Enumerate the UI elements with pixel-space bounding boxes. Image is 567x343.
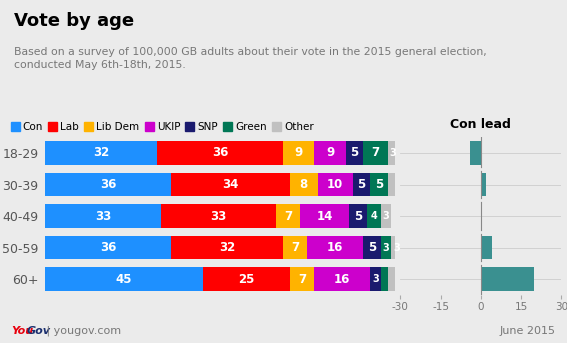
Bar	[160, 204, 276, 228]
Bar	[380, 204, 391, 228]
Bar	[380, 236, 391, 259]
Bar	[481, 268, 535, 291]
Text: 14: 14	[316, 210, 333, 223]
Text: 5: 5	[375, 178, 383, 191]
Text: 32: 32	[93, 146, 109, 159]
Bar	[370, 268, 380, 291]
Text: 3: 3	[383, 243, 390, 253]
Bar	[45, 236, 171, 259]
Text: 5: 5	[357, 178, 366, 191]
Text: 36: 36	[212, 146, 228, 159]
Text: 5: 5	[354, 210, 362, 223]
Bar	[290, 173, 318, 196]
Text: 45: 45	[116, 273, 132, 286]
Text: 33: 33	[95, 210, 111, 223]
Bar	[363, 236, 380, 259]
Text: | yougov.com: | yougov.com	[43, 326, 121, 336]
Bar	[314, 141, 346, 165]
Bar	[290, 268, 314, 291]
Text: 3: 3	[393, 243, 400, 253]
Bar	[363, 141, 388, 165]
Text: You: You	[11, 326, 33, 336]
Text: Gov: Gov	[27, 326, 50, 336]
Bar	[370, 173, 388, 196]
Text: 25: 25	[238, 273, 255, 286]
Text: 3: 3	[372, 274, 379, 284]
Text: 4: 4	[370, 211, 377, 221]
Text: 33: 33	[210, 210, 226, 223]
Bar	[349, 204, 367, 228]
Text: 16: 16	[334, 273, 350, 286]
Text: Con lead: Con lead	[450, 118, 511, 131]
Text: 8: 8	[300, 178, 308, 191]
Text: 36: 36	[100, 241, 116, 254]
Text: 10: 10	[327, 178, 344, 191]
Bar	[470, 141, 481, 165]
Text: Based on a survey of 100,000 GB adults about their vote in the 2015 general elec: Based on a survey of 100,000 GB adults a…	[14, 47, 486, 70]
Bar	[481, 236, 492, 259]
Bar	[388, 173, 395, 196]
Bar	[346, 141, 363, 165]
Bar	[171, 173, 290, 196]
Bar	[283, 236, 307, 259]
Text: June 2015: June 2015	[500, 326, 556, 336]
Legend: Con, Lab, Lib Dem, UKIP, SNP, Green, Other: Con, Lab, Lib Dem, UKIP, SNP, Green, Oth…	[11, 122, 314, 132]
Bar	[388, 268, 395, 291]
Text: 9: 9	[326, 146, 334, 159]
Bar	[391, 236, 401, 259]
Text: 7: 7	[284, 210, 292, 223]
Text: Vote by age: Vote by age	[14, 12, 134, 29]
Text: 34: 34	[222, 178, 239, 191]
Text: 32: 32	[219, 241, 235, 254]
Bar	[353, 173, 370, 196]
Bar	[45, 141, 157, 165]
Bar	[157, 141, 283, 165]
Text: 3: 3	[383, 211, 390, 221]
Bar	[367, 204, 380, 228]
Bar	[202, 268, 290, 291]
Bar	[45, 204, 160, 228]
Text: 3: 3	[390, 148, 396, 158]
Bar	[45, 268, 202, 291]
Text: 7: 7	[371, 146, 379, 159]
Bar	[301, 204, 349, 228]
Bar	[380, 268, 388, 291]
Bar	[481, 173, 486, 196]
Bar	[276, 204, 301, 228]
Text: 7: 7	[298, 273, 306, 286]
Text: 5: 5	[368, 241, 376, 254]
Bar	[45, 173, 171, 196]
Text: 16: 16	[327, 241, 344, 254]
Text: 36: 36	[100, 178, 116, 191]
Bar	[307, 236, 363, 259]
Bar	[314, 268, 370, 291]
Bar	[318, 173, 353, 196]
Bar	[283, 141, 314, 165]
Bar	[171, 236, 283, 259]
Text: 5: 5	[350, 146, 358, 159]
Text: 7: 7	[291, 241, 299, 254]
Bar	[388, 141, 398, 165]
Text: 9: 9	[294, 146, 303, 159]
